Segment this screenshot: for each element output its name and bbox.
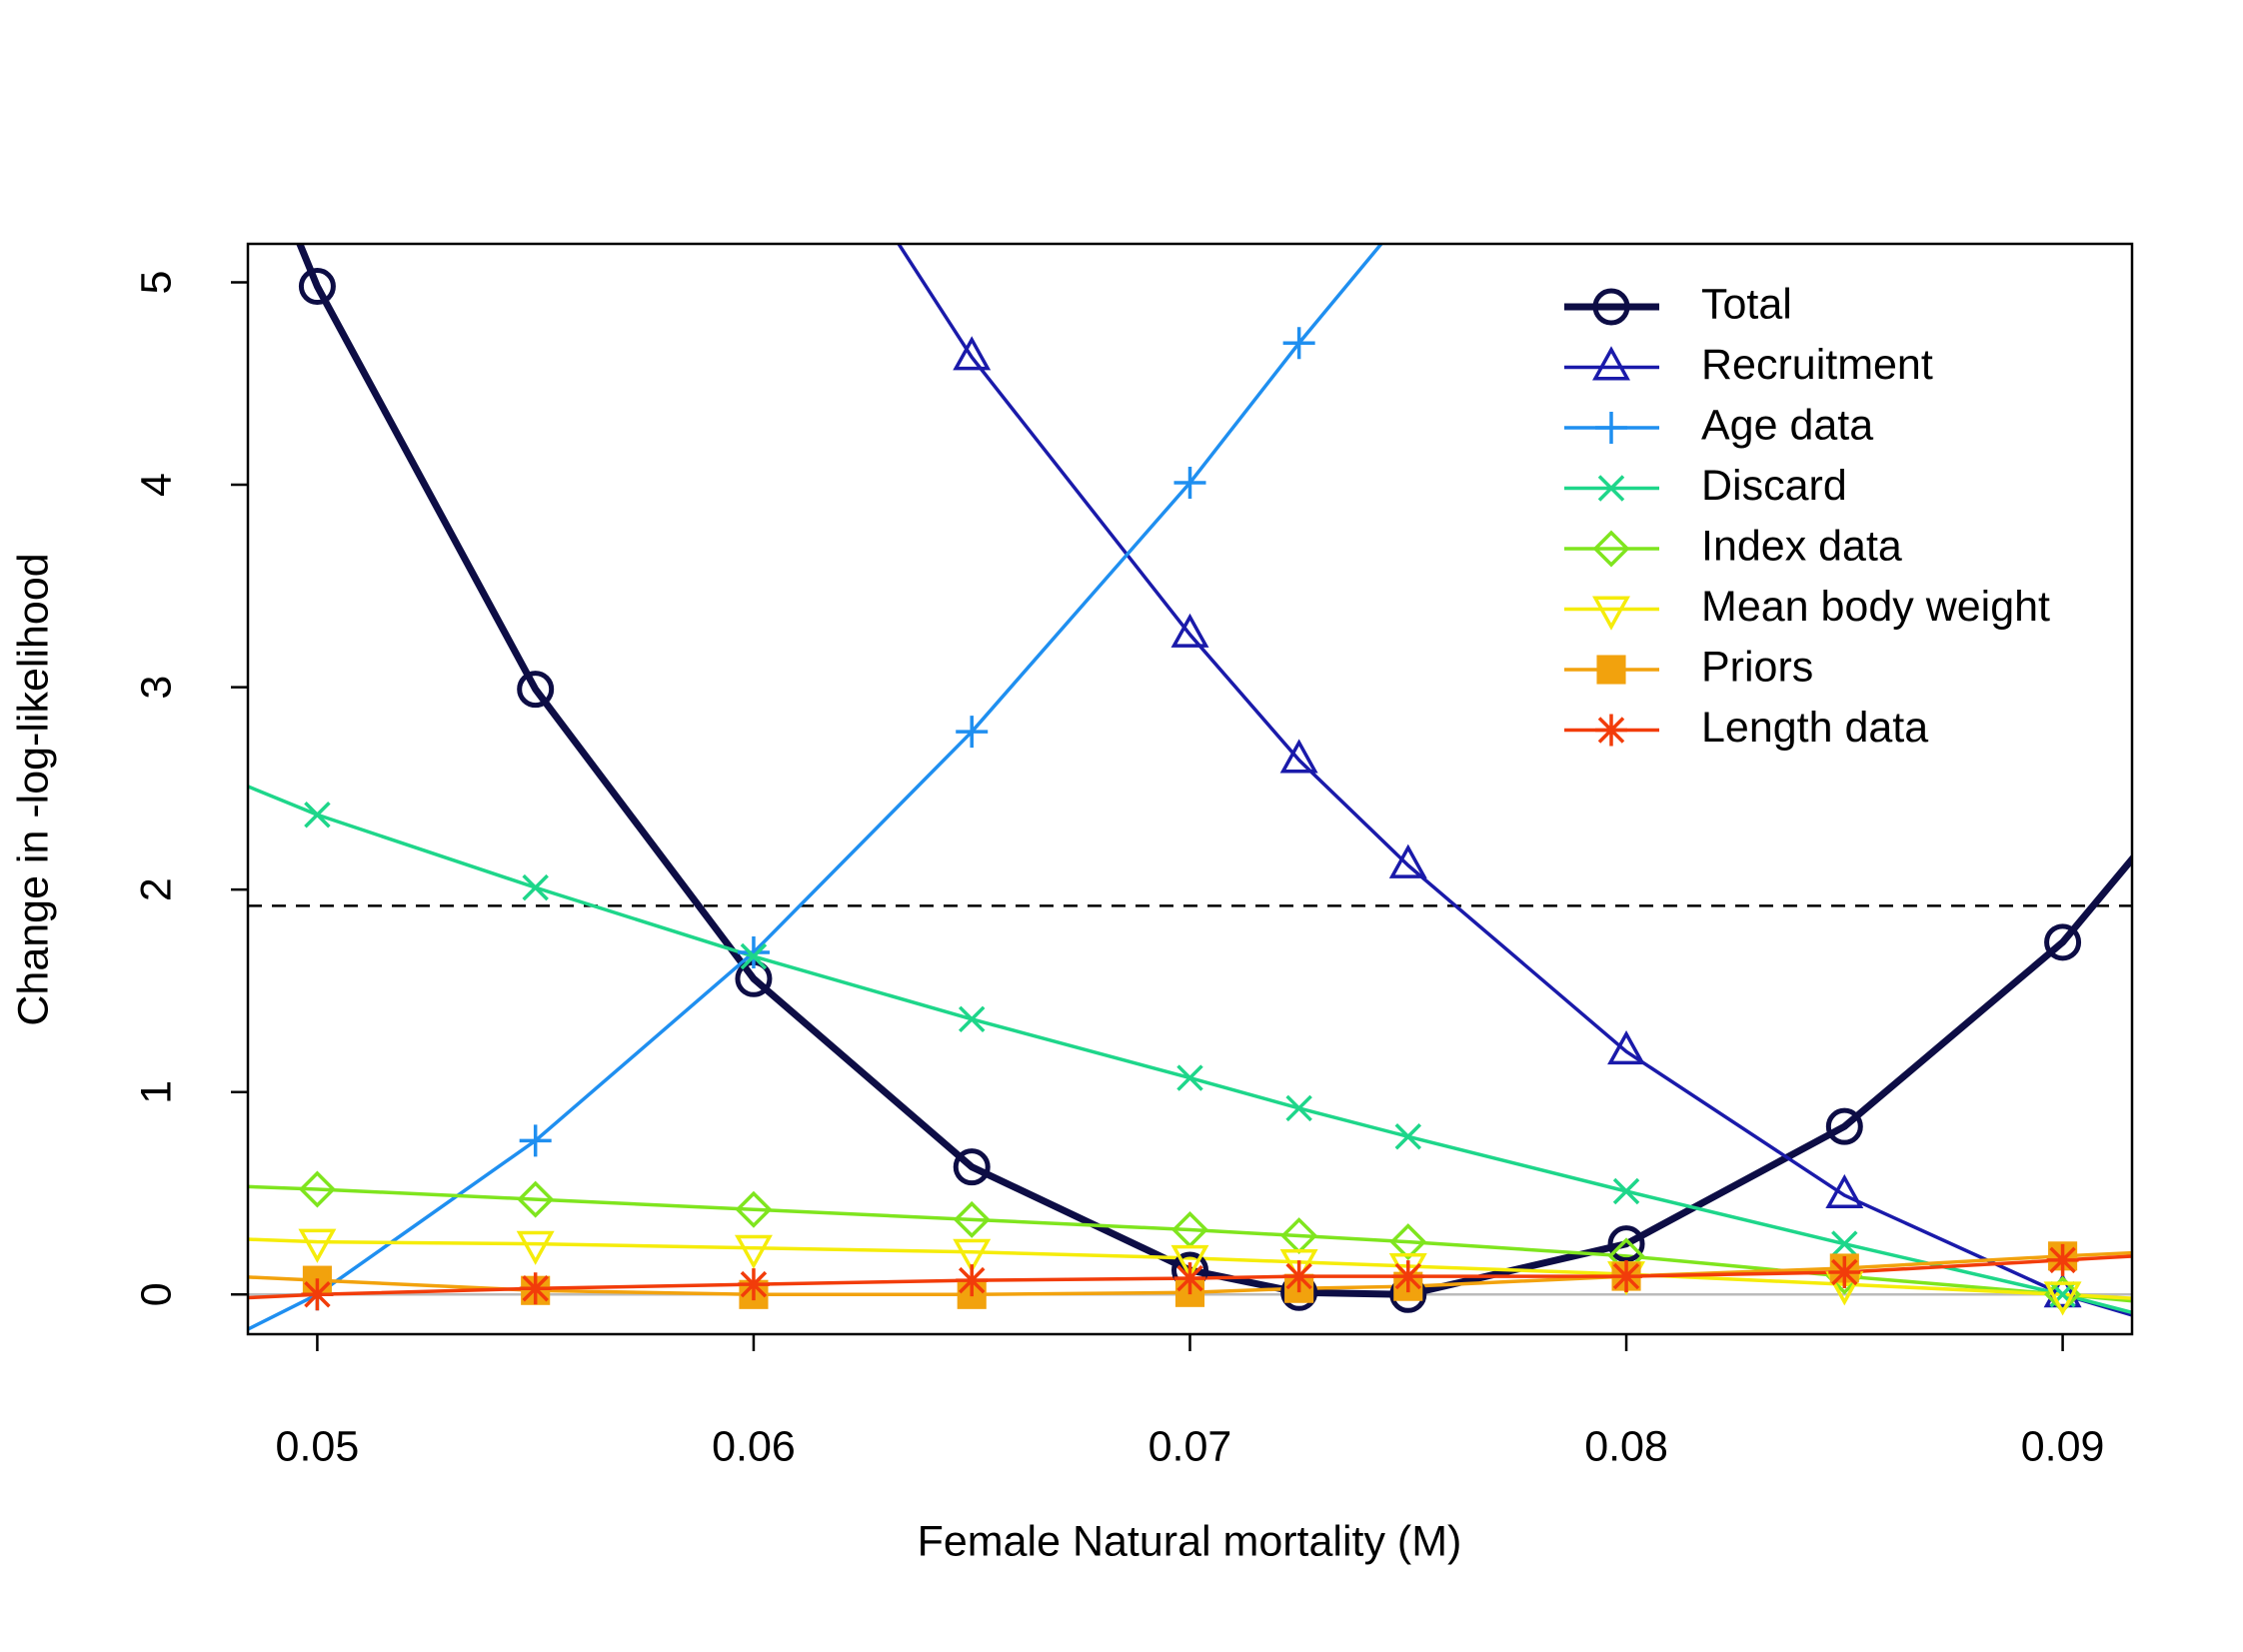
marker [1173, 467, 1206, 500]
y-tick-label: 2 [132, 877, 180, 901]
y-tick-label: 1 [132, 1080, 180, 1104]
marker [2043, 1281, 2082, 1316]
x-tick-label: 0.06 [712, 1422, 796, 1470]
marker [1597, 475, 1625, 502]
marker [516, 1230, 555, 1265]
marker [1607, 1030, 1646, 1065]
marker [956, 716, 989, 749]
marker [1595, 714, 1627, 747]
marker [1831, 1230, 1858, 1257]
marker [1592, 288, 1630, 326]
legend-label: Total [1701, 280, 1792, 328]
marker [1279, 1248, 1318, 1284]
marker [1285, 1094, 1312, 1122]
marker [1389, 1223, 1427, 1261]
y-axis-title: Change in -log-likelihood [9, 553, 57, 1025]
marker [1825, 1173, 1864, 1208]
series-line [248, 244, 1384, 1332]
marker [734, 1234, 773, 1269]
x-tick-label: 0.08 [1584, 1422, 1668, 1470]
marker [1825, 1107, 1863, 1145]
marker [1392, 196, 1424, 228]
plot-area [83, 2, 2132, 1420]
marker [83, 1288, 115, 1320]
marker [1282, 327, 1315, 360]
marker [522, 873, 549, 901]
legend-label: Index data [1701, 522, 1902, 570]
marker [517, 671, 555, 709]
y-tick-label: 0 [132, 1282, 180, 1306]
marker [1391, 1260, 1424, 1293]
series-line [248, 1254, 2132, 1300]
marker [519, 1124, 552, 1157]
marker [1170, 1244, 1209, 1280]
marker [737, 935, 770, 968]
marker [1595, 412, 1627, 444]
series-line [296, 244, 2132, 1298]
marker [298, 268, 336, 306]
marker [83, 1222, 115, 1251]
axes: 0.05 0.06 0.07 0.08 0.09 0 1 2 3 4 5 [132, 271, 2104, 1471]
marker [83, 1388, 115, 1420]
y-tick-label: 5 [132, 271, 180, 295]
marker [1388, 843, 1427, 878]
x-tick-label: 0.09 [2021, 1422, 2105, 1470]
marker [519, 1272, 552, 1305]
marker [738, 2, 770, 31]
marker [298, 1170, 336, 1208]
marker [1612, 1177, 1640, 1205]
marker [953, 1148, 991, 1186]
marker [956, 1264, 989, 1297]
series-line [248, 1184, 2132, 1303]
y-tick-label: 3 [132, 676, 180, 700]
marker [1592, 346, 1630, 381]
marker [1173, 1262, 1206, 1295]
legend: Total Recruitment Age data Discard Index dat… [1564, 280, 2050, 752]
marker [83, 1165, 115, 1197]
marker [1610, 1260, 1643, 1293]
marker [1607, 1225, 1645, 1263]
x-tick-label: 0.07 [1148, 1422, 1232, 1470]
marker [953, 1200, 991, 1238]
marker [1596, 655, 1626, 685]
marker [1394, 1123, 1422, 1150]
marker [301, 1278, 334, 1311]
legend-label: Length data [1701, 704, 1928, 752]
marker [2043, 1273, 2082, 1308]
marker [1282, 1260, 1315, 1293]
marker [2046, 1243, 2079, 1276]
marker [86, 1257, 112, 1283]
legend-label: Discard [1701, 462, 1847, 510]
marker [304, 801, 331, 828]
marker [953, 1238, 992, 1273]
legend-label: Mean body weight [1701, 583, 2050, 631]
legend-label: Priors [1701, 643, 1813, 691]
x-axis-title: Female Natural mortality (M) [918, 1517, 1462, 1565]
marker [1284, 1273, 1314, 1303]
marker [517, 1180, 555, 1218]
legend-label: Recruitment [1701, 341, 1933, 389]
marker [953, 336, 992, 371]
marker [1176, 1064, 1203, 1091]
marker [737, 1268, 770, 1301]
marker [1592, 596, 1630, 631]
marker [1170, 613, 1209, 648]
y-tick-label: 4 [132, 473, 180, 497]
marker [1279, 739, 1318, 774]
marker [2044, 923, 2082, 961]
marker [958, 1005, 986, 1033]
marker [1592, 530, 1630, 568]
series-line [248, 784, 2132, 1315]
marker [298, 1228, 337, 1263]
marker [87, 714, 111, 738]
marker [735, 1190, 773, 1228]
marker [740, 942, 768, 970]
marker [1828, 1256, 1861, 1289]
legend-label: Age data [1701, 401, 1873, 449]
x-tick-label: 0.05 [276, 1422, 360, 1470]
series-line [248, 1237, 2132, 1300]
